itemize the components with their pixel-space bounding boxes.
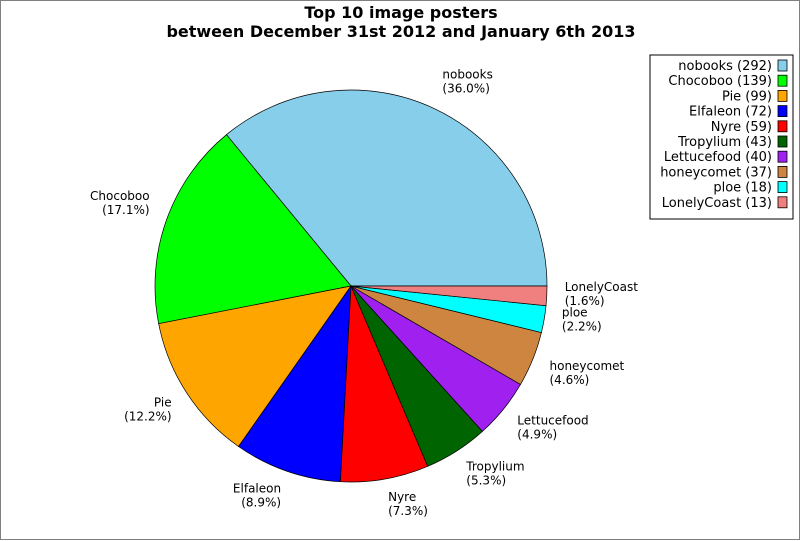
slice-percent-lonelycoast: (1.6%): [565, 294, 605, 308]
legend-box: [649, 54, 794, 220]
legend-swatch-elfaleon: [777, 105, 788, 117]
legend-swatch-nyre: [777, 120, 788, 133]
slice-label-elfaleon: Elfaleon: [233, 481, 281, 495]
slice-label-pie: Pie: [154, 396, 172, 410]
slice-label-tropylium: Tropylium: [465, 459, 524, 473]
legend-entry-nyre: Nyre (59): [711, 120, 772, 135]
legend-swatch-ploe: [777, 181, 788, 194]
slice-percent-tropylium: (5.3%): [466, 473, 506, 487]
pie-slice-chocoboo: [154, 134, 352, 325]
legend-swatch-nobooks: [777, 59, 788, 72]
legend-entry-chocoboo: Chocoboo (139): [668, 74, 772, 89]
legend-swatch-lettucefood: [777, 150, 788, 163]
slice-label-lonelycoast: LonelyCoast: [565, 280, 639, 294]
slice-label-nyre: Nyre: [388, 490, 416, 504]
legend-entry-elfaleon: Elfaleon (72): [689, 105, 772, 120]
slice-percent-nyre: (7.3%): [388, 504, 428, 518]
slice-label-lettucefood: Lettucefood: [517, 414, 588, 428]
pie-slice-elfaleon: [238, 284, 352, 483]
legend-swatch-pie: [777, 90, 788, 102]
slice-percent-elfaleon: (8.9%): [241, 495, 281, 509]
legend-entry-honeycomet: honeycomet (37): [660, 165, 772, 180]
slice-percent-honeycomet: (4.6%): [550, 373, 590, 387]
pie-slice-pie: [158, 285, 352, 447]
slice-percent-pie: (12.2%): [124, 410, 171, 424]
chart-title: Top 10 image posters: [304, 3, 497, 22]
slice-label-chocoboo: Chocoboo: [90, 189, 150, 203]
slice-label-nobooks: nobooks: [442, 68, 492, 82]
slice-label-honeycomet: honeycomet: [550, 359, 625, 373]
legend-entry-tropylium: Tropylium (43): [677, 135, 772, 150]
slice-percent-lettucefood: (4.9%): [517, 428, 557, 442]
slice-percent-nobooks: (36.0%): [442, 82, 489, 96]
slice-percent-chocoboo: (17.1%): [102, 203, 149, 217]
legend-swatch-lonelycoast: [777, 196, 788, 209]
slice-labels: nobooks(36.0%) Chocoboo(17.1%) Pie(12.2%) E…: [90, 68, 638, 518]
legend-entry-pie: Pie (99): [722, 89, 772, 104]
chart-subtitle: between December 31st 2012 and January 6…: [166, 22, 635, 41]
pie-slices: [154, 89, 548, 483]
legend-entry-lettucefood: Lettucefood (40): [664, 150, 772, 165]
slice-percent-ploe: (2.2%): [562, 319, 602, 333]
legend: nobooks (292)Chocoboo (139)Pie (99)Elfal…: [649, 54, 794, 220]
legend-swatch-chocoboo: [777, 74, 788, 87]
slice-label-ploe: ploe: [562, 305, 588, 319]
legend-entry-nobooks: nobooks (292): [678, 59, 772, 74]
pie-slice-lonelycoast: [350, 285, 548, 307]
legend-entry-ploe: ploe (18): [713, 181, 772, 196]
legend-swatch-tropylium: [777, 135, 788, 148]
legend-entry-lonelycoast: LonelyCoast (13): [662, 196, 772, 211]
pie-slice-nobooks: [225, 89, 548, 287]
legend-swatch-honeycomet: [777, 165, 788, 178]
